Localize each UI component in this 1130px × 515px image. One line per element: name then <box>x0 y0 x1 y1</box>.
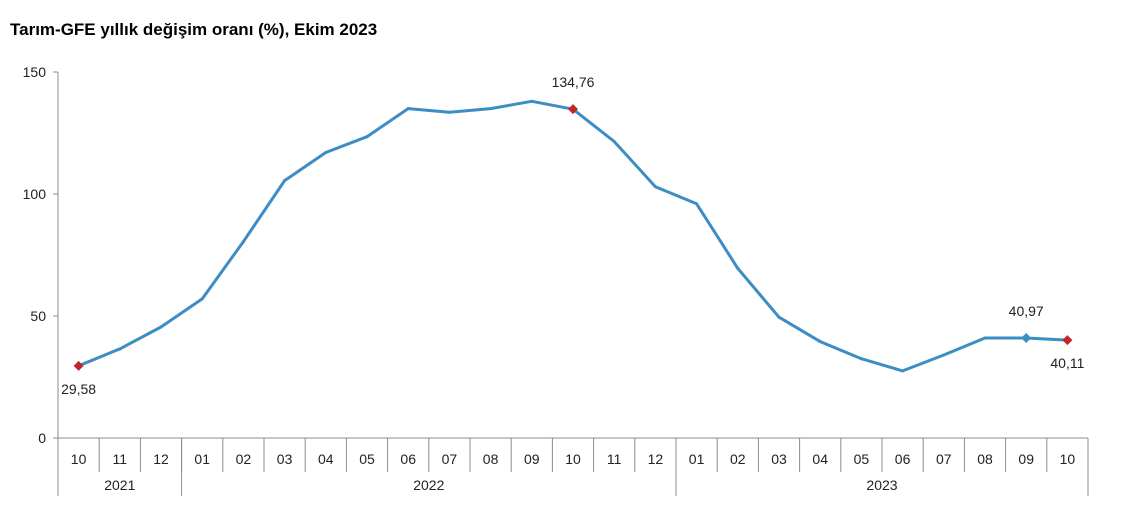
series-line-layer <box>77 99 1069 373</box>
data-label: 29,58 <box>61 381 96 397</box>
data-point <box>200 297 204 301</box>
x-tick-label: 04 <box>812 451 828 467</box>
x-tick-label: 07 <box>936 451 952 467</box>
x-tick-label: 10 <box>1060 451 1076 467</box>
year-group-label: 2022 <box>413 477 444 493</box>
data-point <box>118 347 122 351</box>
x-tick-label: 07 <box>442 451 458 467</box>
data-point <box>447 110 451 114</box>
data-point <box>901 369 905 373</box>
data-point <box>859 357 863 361</box>
year-group-label: 2021 <box>104 477 135 493</box>
y-tick-label: 50 <box>30 308 46 324</box>
x-tick-label: 02 <box>236 451 252 467</box>
data-point <box>406 107 410 111</box>
highlight-marker <box>73 360 84 371</box>
x-tick-label: 10 <box>565 451 581 467</box>
data-labels: 29,58 134,76 40,97 40,11 <box>61 74 1085 397</box>
x-tick-label: 04 <box>318 451 334 467</box>
data-point <box>365 135 369 139</box>
y-tick-label: 0 <box>38 430 46 446</box>
highlight-marker <box>1021 333 1032 344</box>
x-tick-label: 06 <box>895 451 911 467</box>
data-point <box>283 179 287 183</box>
data-point <box>530 99 534 103</box>
x-tick-label: 08 <box>977 451 993 467</box>
series-line <box>77 99 1069 373</box>
data-point <box>736 266 740 270</box>
highlight-marker <box>1062 335 1073 346</box>
data-point <box>983 336 987 340</box>
chart-title: Tarım-GFE yıllık değişim oranı (%), Ekim… <box>10 20 378 39</box>
data-point <box>159 325 163 329</box>
x-tick-label: 05 <box>854 451 870 467</box>
x-tick-label: 05 <box>359 451 375 467</box>
x-tick-label: 08 <box>483 451 499 467</box>
markers <box>73 104 1073 371</box>
x-tick-label: 11 <box>113 451 128 467</box>
x-tick-label: 03 <box>277 451 293 467</box>
data-point <box>777 315 781 319</box>
x-tick-label: 01 <box>689 451 705 467</box>
x-tick-label: 10 <box>71 451 87 467</box>
x-tick-label: 09 <box>524 451 540 467</box>
data-point <box>818 340 822 344</box>
data-point <box>324 151 328 155</box>
data-label: 40,97 <box>1009 303 1044 319</box>
data-label: 134,76 <box>552 74 595 90</box>
x-tick-label: 11 <box>607 451 622 467</box>
x-tick-label: 12 <box>153 451 169 467</box>
axes <box>57 72 1088 439</box>
data-point <box>241 240 245 244</box>
y-axis-ticks: 0 50 100 150 <box>23 64 58 446</box>
x-axis-categories: 10 11 12 01 02 03 04 05 06 07 08 09 10 11 12 01 02 03 04 05… <box>57 438 1089 496</box>
x-tick-label: 01 <box>194 451 210 467</box>
data-point <box>942 353 946 357</box>
data-point <box>695 202 699 206</box>
x-tick-label: 02 <box>730 451 746 467</box>
y-tick-label: 100 <box>23 186 47 202</box>
data-point <box>489 107 493 111</box>
x-tick-label: 03 <box>771 451 787 467</box>
year-group-label: 2023 <box>866 477 897 493</box>
x-tick-label: 12 <box>648 451 664 467</box>
highlight-marker <box>568 104 578 115</box>
data-point <box>653 185 657 189</box>
y-tick-label: 150 <box>23 64 47 80</box>
x-tick-label: 06 <box>400 451 416 467</box>
x-tick-label: 09 <box>1018 451 1034 467</box>
data-label: 40,11 <box>1050 355 1084 371</box>
data-point <box>612 140 616 144</box>
